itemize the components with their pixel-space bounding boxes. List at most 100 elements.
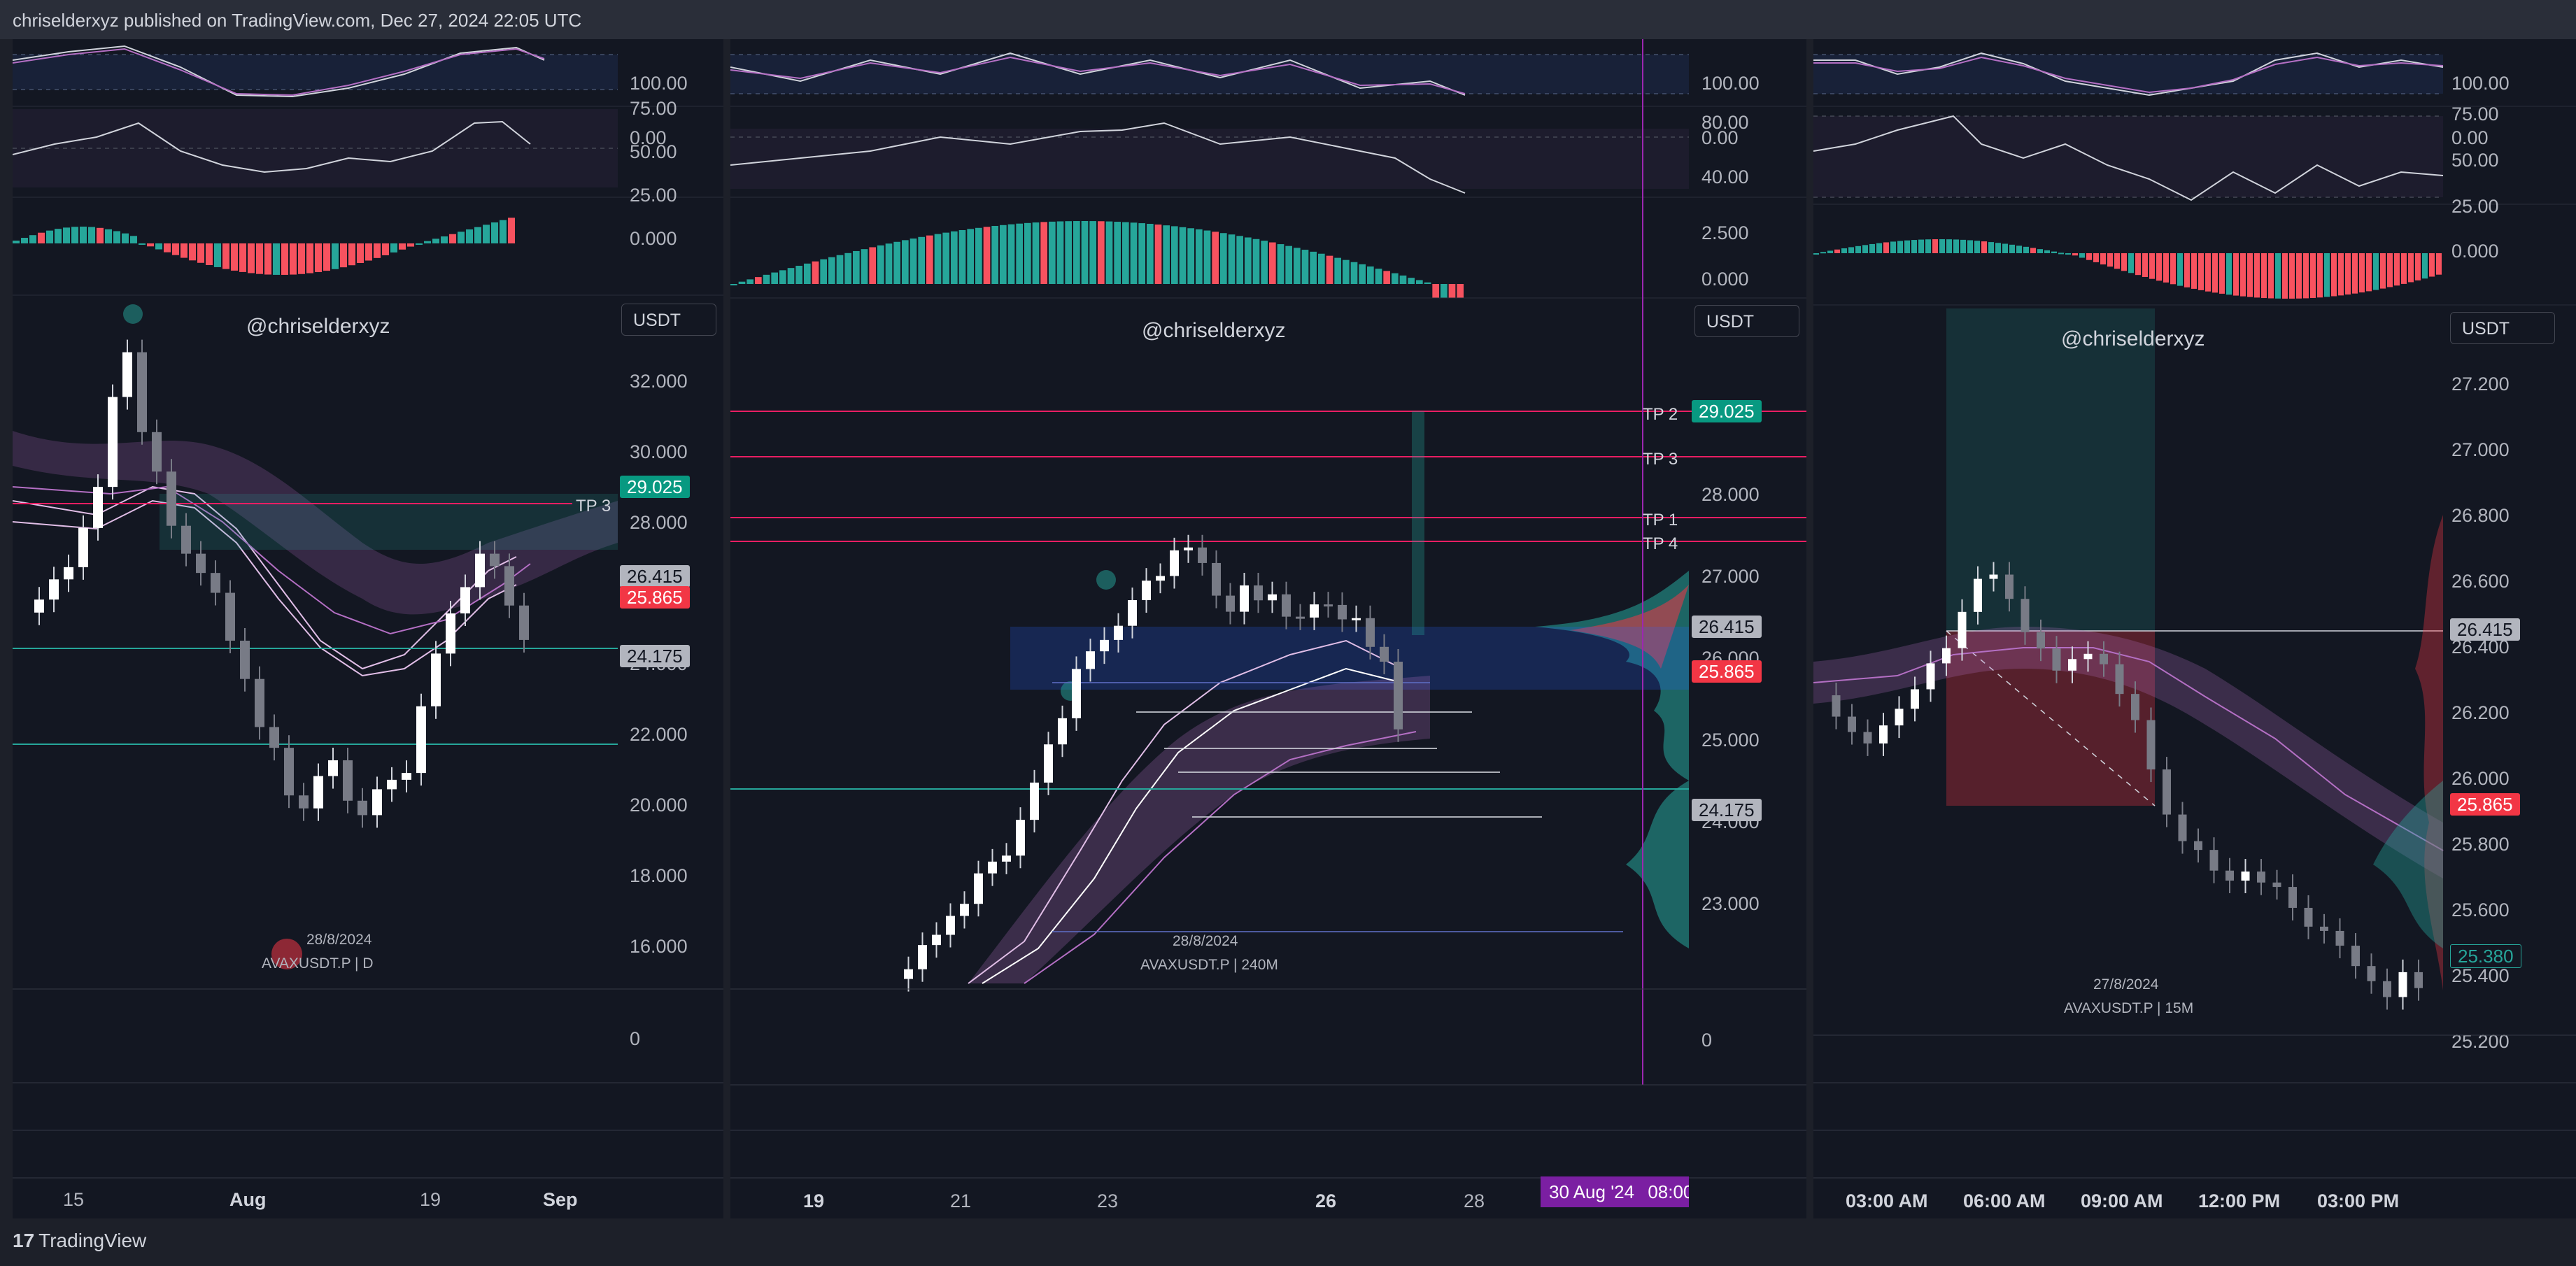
histogram-bar <box>1040 222 1047 284</box>
histogram-bar <box>983 227 991 284</box>
candle-body <box>1072 669 1081 718</box>
histogram-bar <box>2303 253 2309 299</box>
chart-panel-240m[interactable]: @chriselderxyz TP 2 TP 3 TP 1 TP 4 100.0… <box>730 39 1806 1218</box>
date-label: 28/8/2024 <box>306 932 372 948</box>
currency-selector[interactable]: USDT <box>2450 312 2555 344</box>
histogram-bar <box>1408 278 1415 284</box>
histogram-bar <box>222 243 229 269</box>
candle-body <box>460 587 470 614</box>
candle-body <box>1911 689 1919 709</box>
osc1-tick: 100.00 <box>630 73 688 94</box>
histogram-bar <box>771 272 778 284</box>
currency-selector[interactable]: USDT <box>1694 305 1799 337</box>
level-lines <box>1052 682 1623 932</box>
histogram-bar <box>1098 221 1105 284</box>
candle-body <box>108 397 118 488</box>
price-tag-support: 24.175 <box>1692 799 1762 821</box>
histogram-bar <box>2114 253 2120 269</box>
price-axis[interactable]: 27.20027.00026.80026.60026.40026.20026.0… <box>2451 374 2510 1052</box>
candle-body <box>1296 616 1305 619</box>
chart-canvas-daily[interactable]: @chriselderxyz TP 3 100.00 0.00 75.00 50… <box>13 39 723 1218</box>
price-tag-tp: 29.025 <box>620 476 690 498</box>
candle-body <box>196 553 206 574</box>
histogram-bar <box>399 243 406 250</box>
price-tick: 30.000 <box>630 441 688 462</box>
histogram-bar <box>407 243 414 247</box>
histogram-bar <box>374 243 381 258</box>
time-tick: Sep <box>543 1189 578 1210</box>
histogram-bar <box>508 218 515 243</box>
price-tick: 28.000 <box>630 512 688 533</box>
macd-histogram <box>13 218 515 275</box>
chart-canvas-15m[interactable]: @chriselderxyz 100.00 0.00 75.00 50.00 2… <box>1813 39 2576 1218</box>
histogram-bar <box>779 270 786 284</box>
candle-body <box>519 605 529 640</box>
histogram-bar <box>1946 239 1952 253</box>
histogram-bar <box>1841 248 1847 253</box>
histogram-bar <box>2170 253 2176 285</box>
histogram-bar <box>1359 264 1366 284</box>
histogram-bar <box>2380 253 2386 289</box>
histogram-bar <box>991 226 998 284</box>
candle-body <box>225 592 235 641</box>
candle-body <box>1128 600 1137 626</box>
chart-panel-15m[interactable]: @chriselderxyz 100.00 0.00 75.00 50.00 2… <box>1813 39 2576 1218</box>
histogram-bar <box>189 243 196 261</box>
histogram-bar <box>844 253 851 284</box>
price-tick: 16.000 <box>630 936 688 957</box>
histogram-bar <box>382 243 389 255</box>
osc2-tick: 80.00 <box>1701 112 1749 133</box>
time-tick: 03:00 AM <box>1846 1190 1928 1211</box>
candle-body <box>34 599 44 613</box>
histogram-bar <box>2135 253 2141 276</box>
histogram-bar <box>967 229 974 284</box>
histogram-bar <box>730 284 737 285</box>
histogram-bar <box>795 265 802 284</box>
price-tick: 20.000 <box>630 795 688 816</box>
histogram-bar <box>755 277 762 284</box>
tradingview-logo[interactable]: 17 TradingView <box>13 1230 146 1252</box>
histogram-bar <box>97 227 104 243</box>
histogram-bar <box>273 243 280 275</box>
osc3-tick: 0.000 <box>1701 269 1749 290</box>
price-tick: 26.600 <box>2451 571 2510 592</box>
histogram-bar <box>298 243 305 274</box>
histogram-bar <box>323 243 330 271</box>
chart-canvas-240m[interactable]: @chriselderxyz TP 2 TP 3 TP 1 TP 4 100.0… <box>730 39 1806 1218</box>
candle-body <box>2383 981 2391 997</box>
candle-body <box>2257 872 2265 883</box>
histogram-bar <box>1326 255 1333 284</box>
histogram-bar <box>1855 246 1861 253</box>
candle-body <box>1879 725 1888 744</box>
histogram-bar <box>2233 253 2239 296</box>
histogram-bar <box>1367 266 1374 284</box>
chart-panel-daily[interactable]: @chriselderxyz TP 3 100.00 0.00 75.00 50… <box>13 39 723 1218</box>
histogram-bar <box>763 274 770 284</box>
histogram-bar <box>1212 232 1219 284</box>
histogram-bar <box>2121 253 2127 271</box>
histogram-bar <box>105 229 112 243</box>
candle-body <box>1895 709 1904 726</box>
histogram-bar <box>2268 253 2274 299</box>
histogram-bar <box>2100 253 2106 265</box>
candle-body <box>2288 887 2297 908</box>
crosshair-time-label: 30 Aug '24 08:00 <box>1541 1176 1689 1207</box>
histogram-bar <box>2058 253 2064 255</box>
osc1-tick: 100.00 <box>1701 73 1760 94</box>
price-tag-last: 26.415 <box>1692 616 1762 638</box>
histogram-bar <box>340 243 347 268</box>
candle-body <box>93 487 103 528</box>
histogram-bar <box>2310 253 2316 298</box>
currency-selector[interactable]: USDT <box>621 304 716 336</box>
osc2-tick: 50.00 <box>630 141 677 162</box>
histogram-bar <box>893 241 900 284</box>
candle-body <box>1394 662 1403 730</box>
histogram-bar <box>1448 284 1456 298</box>
price-tag-bid: 25.865 <box>620 586 690 609</box>
histogram-bar <box>926 235 933 284</box>
candle-body <box>932 934 941 946</box>
histogram-bar <box>1883 242 1889 253</box>
symbol-label: AVAXUSDT.P | 240M <box>1140 957 1278 973</box>
candle-body <box>313 776 323 809</box>
